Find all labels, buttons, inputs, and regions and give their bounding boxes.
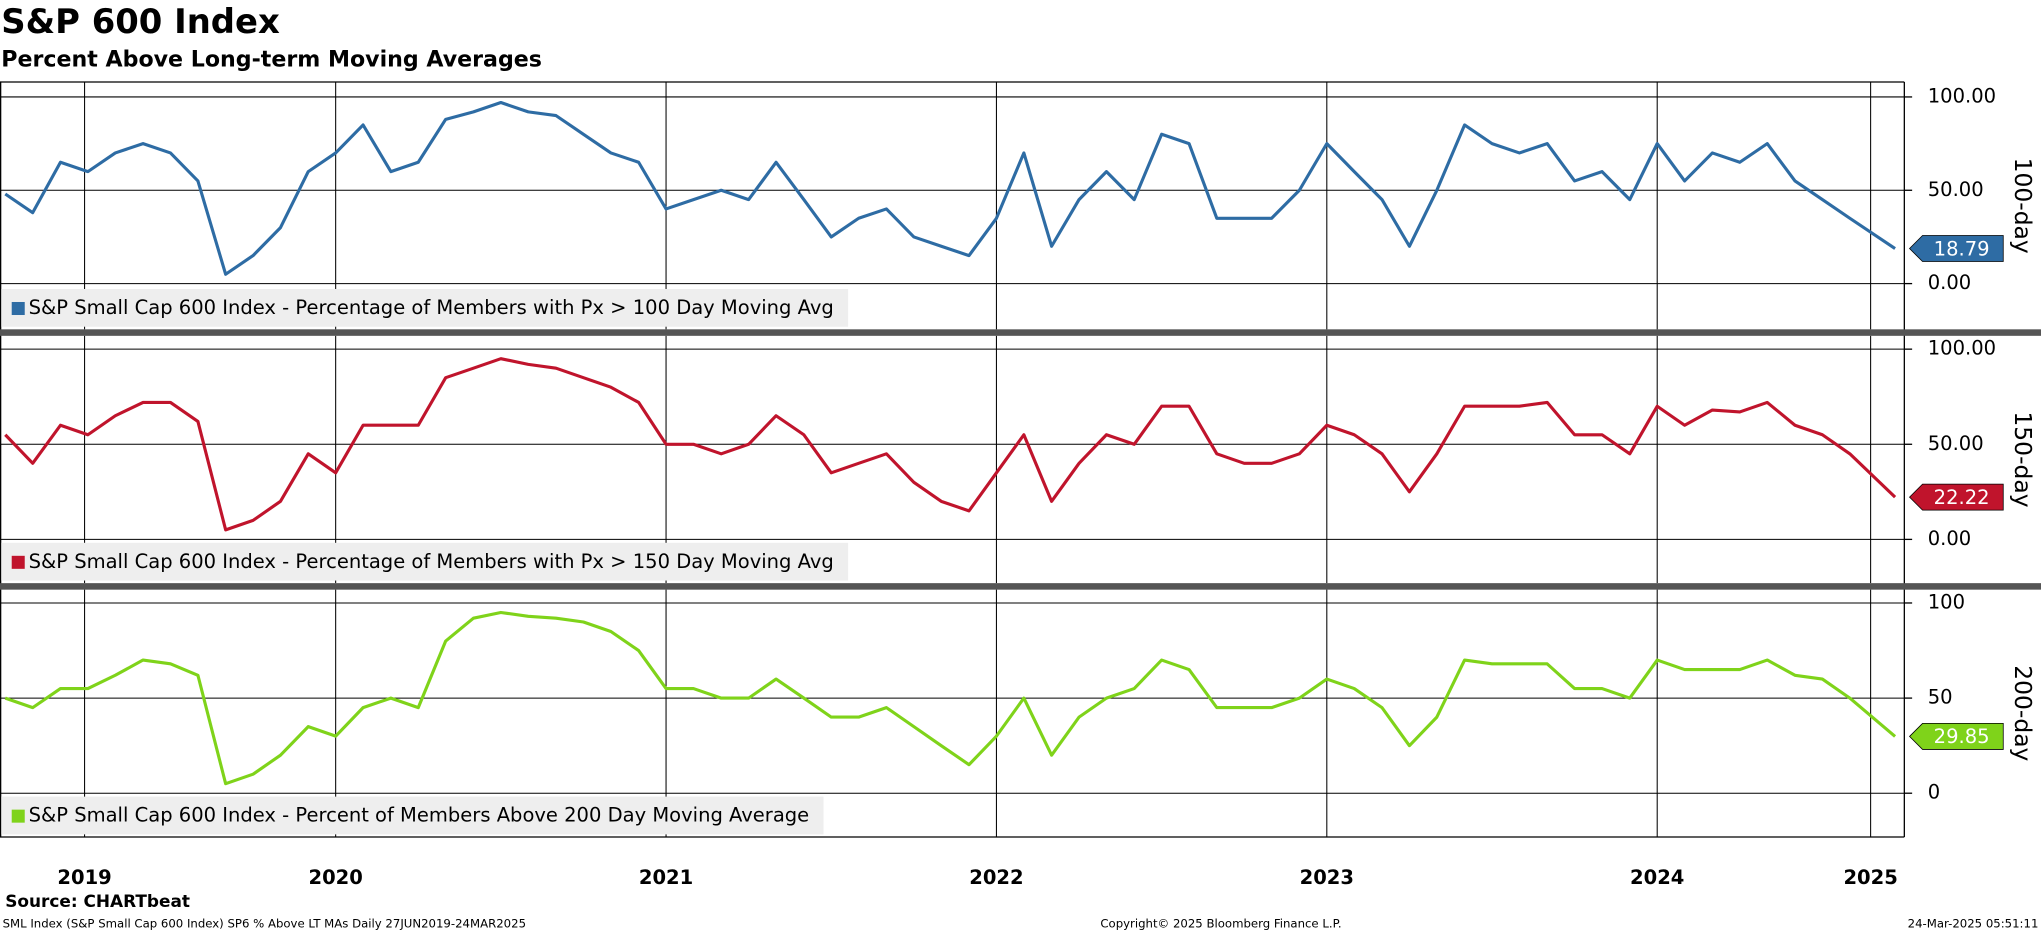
series-line <box>4 357 1897 532</box>
legend-label: S&P Small Cap 600 Index - Percentage of … <box>29 550 834 573</box>
y-tick-label: 0.00 <box>1928 527 1971 550</box>
legend-swatch <box>11 555 25 569</box>
panel-separator <box>0 329 2041 336</box>
x-tick-label: 2024 <box>1630 866 1684 889</box>
y-axis-label: 150-day <box>2009 411 2037 507</box>
title: S&P 600 Index <box>1 2 280 41</box>
last-value-label: 22.22 <box>1934 486 1990 509</box>
legend-box <box>1 542 849 581</box>
x-tick-label: 2022 <box>969 866 1023 889</box>
legend-box <box>1 796 824 835</box>
y-tick-label: 50.00 <box>1928 178 1984 201</box>
y-tick-label: 100.00 <box>1928 337 1996 360</box>
y-tick-label: 0.00 <box>1928 271 1971 294</box>
last-value-badge <box>1908 235 2004 262</box>
subtitle: Percent Above Long-term Moving Averages <box>1 46 542 72</box>
legend-label: S&P Small Cap 600 Index - Percentage of … <box>29 296 834 319</box>
footer-right: 24-Mar-2025 05:51:11 <box>1908 917 2039 931</box>
footer-left: SML Index (S&P Small Cap 600 Index) SP6 … <box>3 917 526 931</box>
y-tick-label: 100 <box>1928 590 1965 613</box>
y-axis-label: 200-day <box>2009 665 2037 761</box>
last-value-badge <box>1908 483 2004 511</box>
source: Source: CHARTbeat <box>5 891 190 911</box>
series-line <box>4 100 1896 276</box>
x-tick-label: 2021 <box>639 866 693 889</box>
y-tick-label: 50 <box>1928 686 1953 709</box>
x-tick-label: 2020 <box>309 866 363 889</box>
legend-label: S&P Small Cap 600 Index - Percent of Mem… <box>29 804 810 827</box>
legend-swatch <box>11 301 25 316</box>
y-tick-label: 100.00 <box>1928 84 1996 107</box>
series-line <box>4 610 1897 786</box>
last-value-label: 18.79 <box>1934 237 1990 260</box>
y-axis-label: 100-day <box>2009 158 2037 254</box>
y-tick-label: 50.00 <box>1928 432 1984 455</box>
last-value-label: 29.85 <box>1934 725 1990 748</box>
y-tick-label: 0 <box>1928 781 1940 804</box>
x-tick-label: 2025 <box>1843 866 1897 889</box>
panel-separator <box>0 583 2041 590</box>
footer-center: Copyright© 2025 Bloomberg Finance L.P. <box>1100 917 1341 931</box>
x-tick-label: 2023 <box>1300 866 1354 889</box>
legend-box <box>1 288 849 327</box>
x-tick-label: 2019 <box>57 866 111 889</box>
last-value-badge <box>1908 723 2004 750</box>
legend-swatch <box>11 809 25 823</box>
